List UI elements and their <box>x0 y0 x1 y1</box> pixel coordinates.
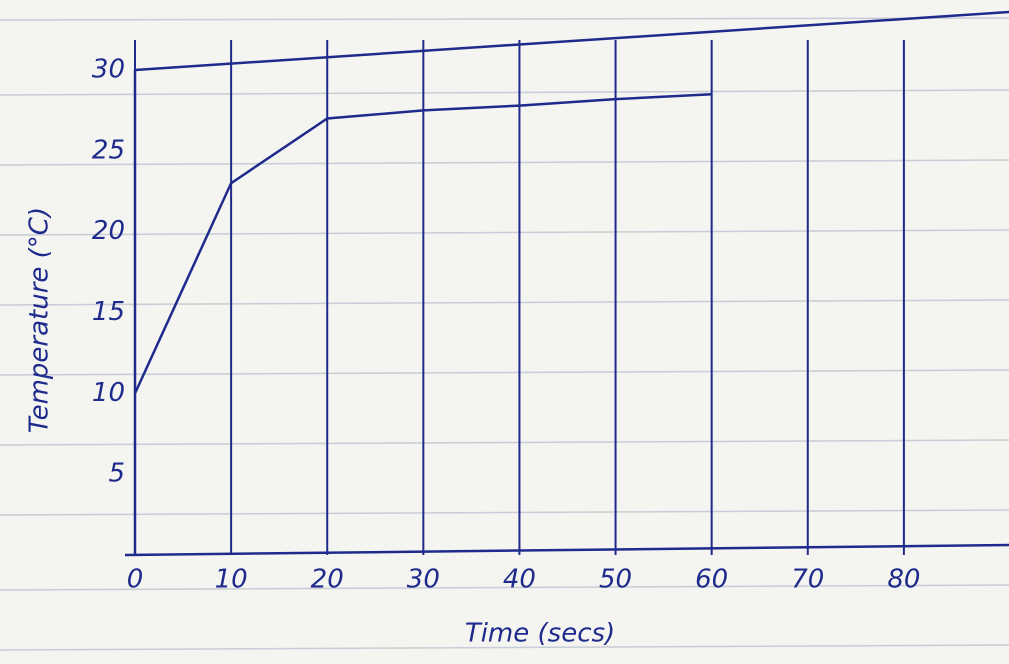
x-tick-label: 60 <box>695 565 728 595</box>
x-tick-label: 50 <box>599 565 632 595</box>
x-tick-label: 20 <box>311 565 344 595</box>
x-tick-label: 70 <box>791 565 824 595</box>
y-tick-label: 25 <box>92 135 125 165</box>
x-tick-label: 0 <box>127 565 144 595</box>
y-tick-label: 15 <box>92 297 125 327</box>
x-tick-label: 30 <box>407 565 440 595</box>
chart: Time (secs) Temperature (°C) 0 10 20 30 40 50… <box>0 0 1009 664</box>
y-axis-label: Temperature (°C) <box>25 207 55 433</box>
x-tick-label: 10 <box>215 565 248 595</box>
y-tick-label: 5 <box>108 459 125 489</box>
x-tick-label: 40 <box>503 565 536 595</box>
y-tick-label: 30 <box>92 55 125 85</box>
x-axis <box>125 545 1009 555</box>
y-tick-label: 10 <box>92 378 125 408</box>
x-tick-label: 80 <box>887 565 920 595</box>
top-border <box>135 12 1009 70</box>
x-axis-label: Time (secs) <box>465 619 615 649</box>
y-tick-label: 20 <box>92 216 125 246</box>
